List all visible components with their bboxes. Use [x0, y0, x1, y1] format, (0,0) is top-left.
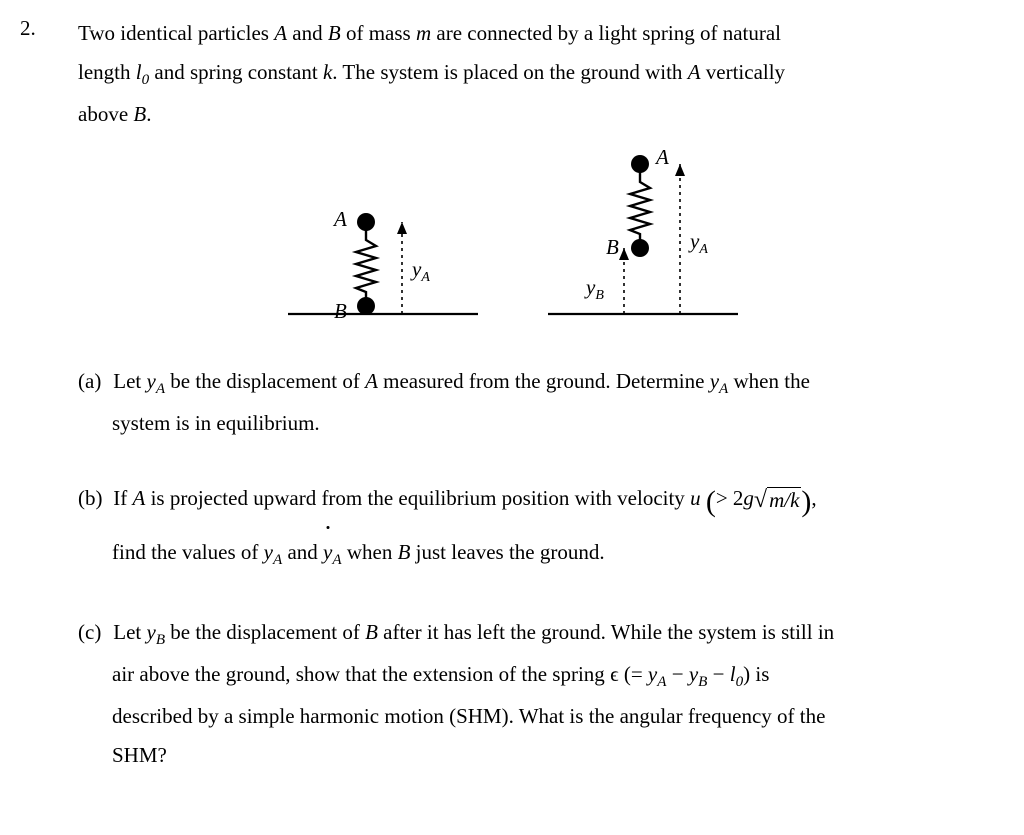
label-ya: yA [688, 229, 708, 257]
part-a-label: (a) [78, 362, 108, 401]
label-ya: yA [410, 257, 430, 285]
var-g: g [743, 486, 754, 510]
var-ya-sub: A [156, 381, 165, 397]
text: and [287, 21, 328, 45]
var-k: k [323, 60, 332, 84]
var-A: A [133, 486, 146, 510]
question-number: 2. [20, 16, 36, 41]
spring-icon [356, 230, 376, 298]
text: . [146, 102, 151, 126]
text: just leaves the ground. [410, 540, 604, 564]
part-c-label: (c) [78, 613, 108, 652]
arrowhead-icon [619, 248, 629, 260]
text: − [707, 662, 729, 686]
text: . The system is placed on the ground wit… [332, 60, 687, 84]
var-B: B [328, 21, 341, 45]
particle-b [357, 297, 375, 315]
intro-line-2: length l0 and spring constant k. The sys… [78, 53, 996, 95]
text: be the displacement of [165, 369, 365, 393]
particle-a [357, 213, 375, 231]
var-ya-sub: A [273, 552, 282, 568]
text: when [342, 540, 398, 564]
text: Let [113, 620, 146, 644]
text: when the [728, 369, 810, 393]
figure-svg: A B yA A [78, 144, 1018, 344]
text: above [78, 102, 133, 126]
var-m: m [416, 21, 431, 45]
text: Two identical particles [78, 21, 274, 45]
var-B: B [398, 540, 411, 564]
text: (= [619, 662, 648, 686]
text: length [78, 60, 136, 84]
spring-icon [630, 172, 650, 240]
text: Let [113, 369, 146, 393]
text: after it has left the ground. While the … [378, 620, 834, 644]
arrowhead-icon [397, 222, 407, 234]
text: is projected upward from the equilibrium… [145, 486, 690, 510]
text: > 2 [716, 486, 744, 510]
label-b: B [334, 299, 347, 323]
text: If [113, 486, 132, 510]
var-A: A [274, 21, 287, 45]
text: air above the ground, show that the exte… [112, 662, 610, 686]
figure-right: A B yA yB [548, 145, 738, 314]
label-b: B [606, 235, 619, 259]
text: and [282, 540, 323, 564]
text: are connected by a light spring of natur… [431, 21, 781, 45]
var-ya-sub: A [719, 381, 728, 397]
var-yb-y: y [689, 662, 698, 686]
question-body: Two identical particles A and B of mass … [78, 14, 996, 775]
arrowhead-icon [675, 164, 685, 176]
label-a: A [332, 207, 347, 231]
page: 2. Two identical particles A and B of ma… [0, 0, 1024, 835]
var-ya-y: y [264, 540, 273, 564]
intro-line-3: above B. [78, 95, 996, 134]
intro-line-1: Two identical particles A and B of mass … [78, 14, 996, 53]
var-ya-sub: A [332, 552, 341, 568]
var-ya-y: y [710, 369, 719, 393]
text: , [811, 486, 816, 510]
var-B: B [365, 620, 378, 644]
figure-left: A B yA [288, 207, 478, 323]
part-c-line3: described by a simple harmonic motion (S… [78, 697, 996, 736]
label-yb: yB [584, 275, 604, 303]
var-yb-sub: B [156, 632, 165, 648]
var-l0-0: 0 [736, 674, 744, 690]
particle-b [631, 239, 649, 257]
text: − [666, 662, 688, 686]
var-A: A [365, 369, 378, 393]
var-yb-sub: B [698, 674, 707, 690]
var-ya-y: y [146, 369, 155, 393]
label-a: A [654, 145, 669, 169]
part-b: (b) If A is projected upward from the eq… [78, 473, 996, 579]
text: measured from the ground. Determine [378, 369, 710, 393]
part-b-label: (b) [78, 473, 108, 523]
text: and spring constant [149, 60, 323, 84]
var-u: u [690, 486, 701, 510]
particle-a [631, 155, 649, 173]
sqrt-icon: √m/k [754, 487, 802, 513]
text: find the values of [112, 540, 264, 564]
part-a: (a) Let yA be the displacement of A meas… [78, 362, 996, 443]
intro-paragraph: Two identical particles A and B of mass … [78, 14, 996, 134]
var-yb-y: y [146, 620, 155, 644]
part-a-line2: system is in equilibrium. [78, 404, 996, 443]
text: of mass [341, 21, 416, 45]
var-A: A [688, 60, 701, 84]
figure: A B yA A [78, 144, 996, 344]
text: vertically [701, 60, 786, 84]
radicand: m/k [767, 487, 801, 513]
var-ydot: y [323, 527, 332, 577]
var-epsilon: ϵ [610, 662, 619, 686]
var-ya-y: y [648, 662, 657, 686]
text: ) is [743, 662, 769, 686]
part-c-line4: SHM? [78, 736, 996, 775]
text: be the displacement of [165, 620, 365, 644]
var-B: B [133, 102, 146, 126]
part-c: (c) Let yB be the displacement of B afte… [78, 613, 996, 775]
